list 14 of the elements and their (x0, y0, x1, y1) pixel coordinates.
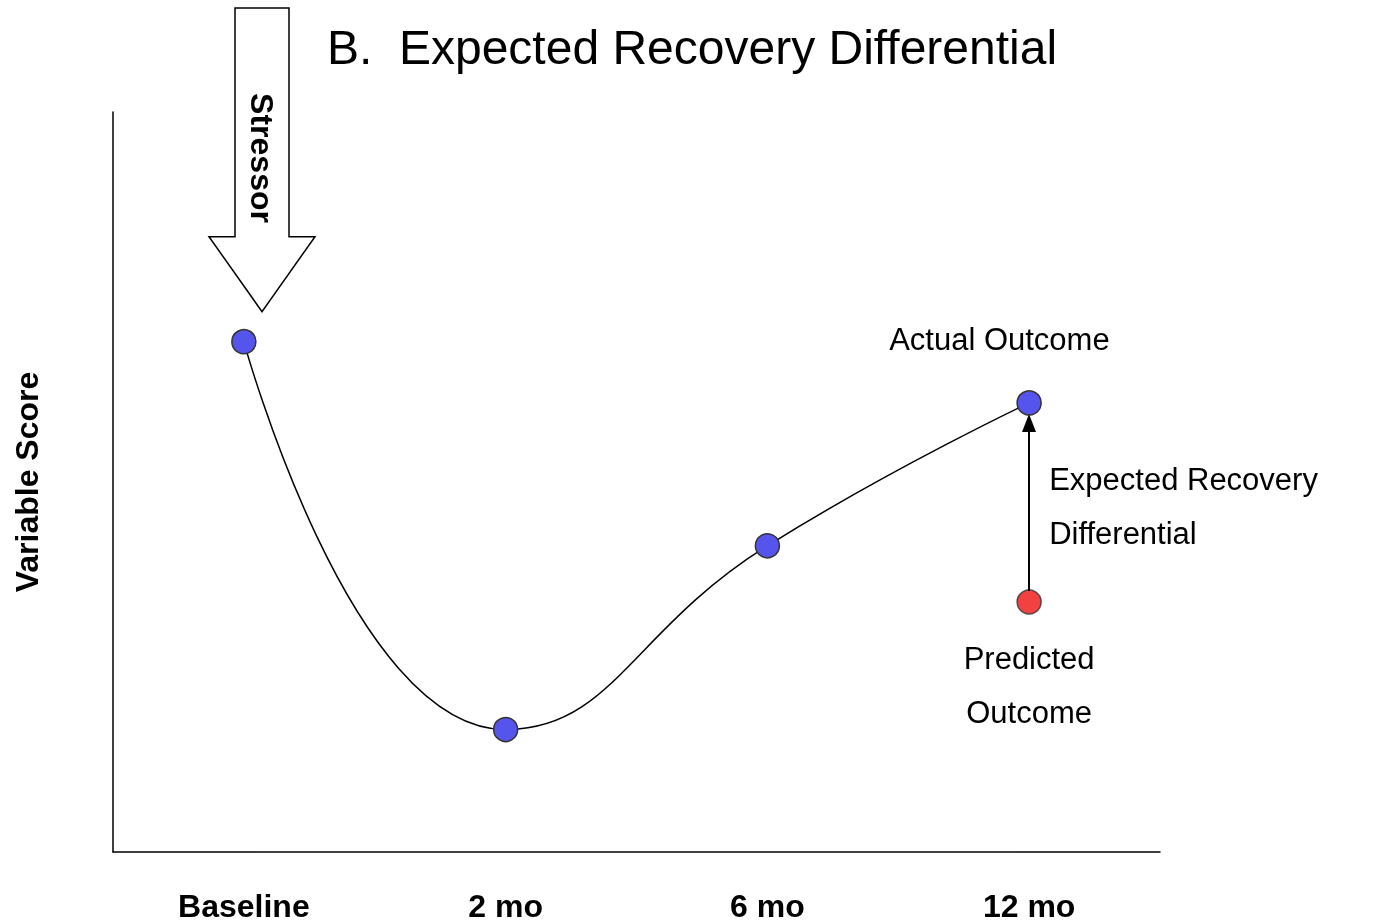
y-axis-title: Variable Score (9, 371, 45, 593)
x-tick-label: 12 mo (982, 888, 1076, 924)
annotation: Predicted Outcome (962, 639, 1096, 732)
point (492, 716, 519, 743)
x-tick-label: 2 mo (468, 888, 543, 924)
point (231, 328, 257, 355)
point (754, 533, 781, 559)
annotation: Expected Recovery Differential (1049, 460, 1319, 553)
x-tick-label: Baseline (178, 888, 310, 924)
text: Stressor (243, 93, 280, 223)
chart-title: B. Expected Recovery Differential (326, 20, 1058, 74)
x-tick-label: 6 mo (730, 888, 805, 924)
point (1016, 390, 1042, 416)
annotation: Actual Outcome (889, 320, 1110, 359)
